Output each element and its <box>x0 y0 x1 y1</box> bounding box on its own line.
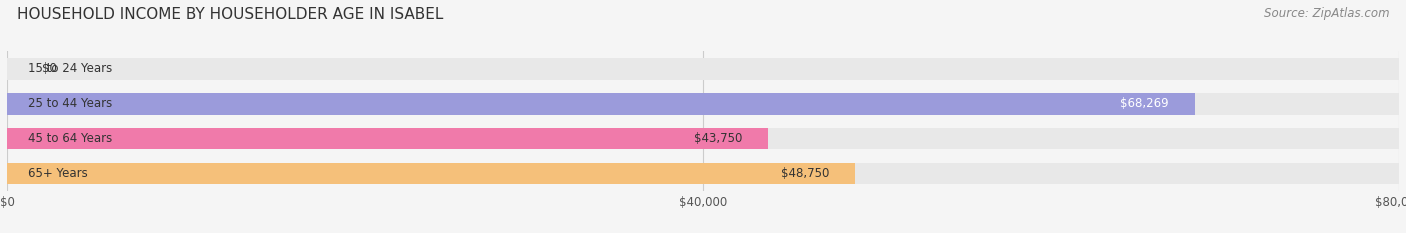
Bar <box>7 58 1399 80</box>
Text: 65+ Years: 65+ Years <box>28 167 87 180</box>
Text: HOUSEHOLD INCOME BY HOUSEHOLDER AGE IN ISABEL: HOUSEHOLD INCOME BY HOUSEHOLDER AGE IN I… <box>17 7 443 22</box>
Bar <box>7 128 768 150</box>
Bar <box>7 163 855 185</box>
Text: $48,750: $48,750 <box>780 167 830 180</box>
Text: 45 to 64 Years: 45 to 64 Years <box>28 132 112 145</box>
Text: 15 to 24 Years: 15 to 24 Years <box>28 62 112 75</box>
Text: $68,269: $68,269 <box>1121 97 1168 110</box>
Text: $0: $0 <box>42 62 56 75</box>
Bar <box>7 93 1399 115</box>
Bar <box>7 163 1399 185</box>
Text: 25 to 44 Years: 25 to 44 Years <box>28 97 112 110</box>
Text: $43,750: $43,750 <box>693 132 742 145</box>
Bar <box>7 93 1195 115</box>
Text: Source: ZipAtlas.com: Source: ZipAtlas.com <box>1264 7 1389 20</box>
Bar <box>7 128 1399 150</box>
